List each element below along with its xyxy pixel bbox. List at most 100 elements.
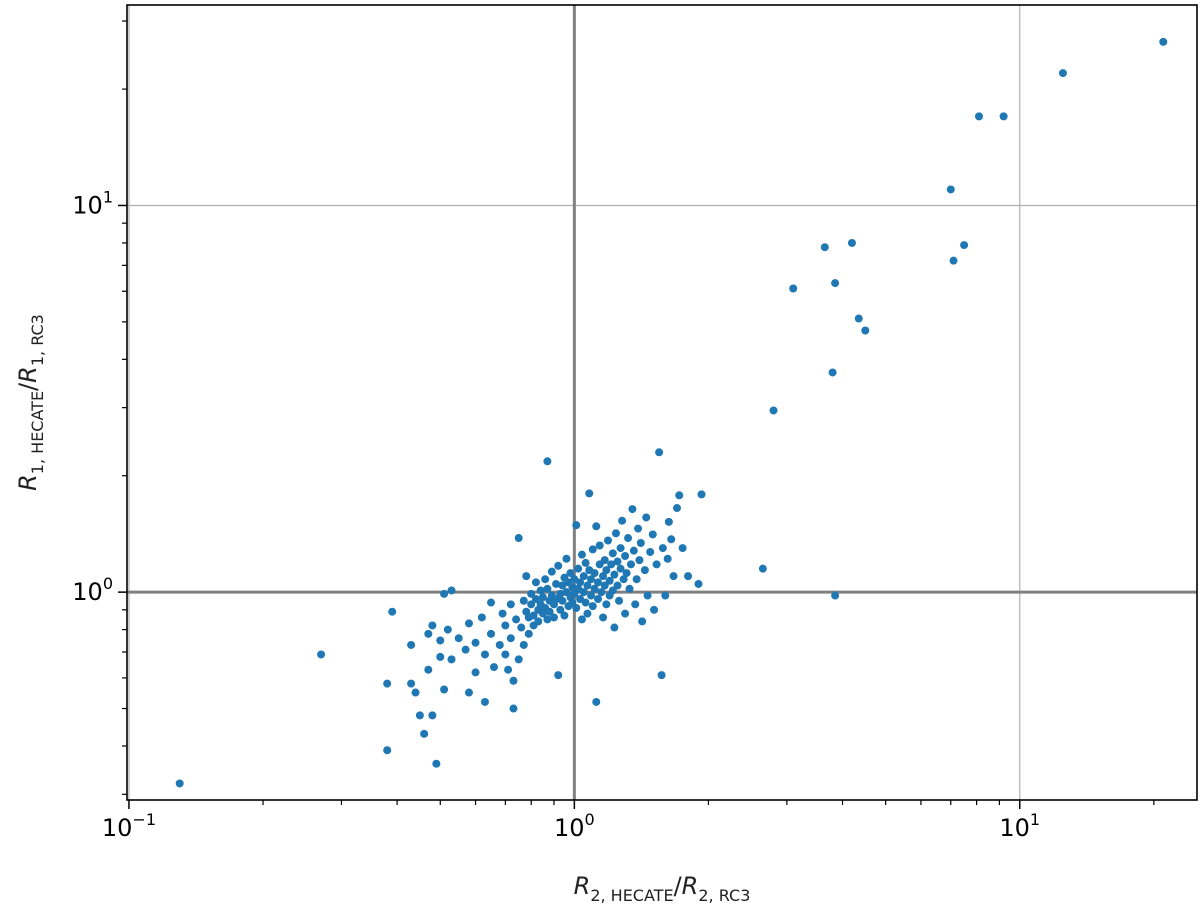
data-point: [652, 560, 661, 569]
data-point: [447, 655, 456, 664]
data-point: [517, 623, 526, 632]
data-point: [613, 581, 622, 590]
data-point: [501, 621, 510, 630]
data-point: [440, 685, 449, 694]
data-point: [543, 615, 552, 624]
data-point: [643, 591, 652, 600]
data-point: [415, 711, 424, 720]
data-point: [566, 569, 575, 578]
data-point: [471, 638, 480, 647]
data-point: [579, 588, 588, 597]
data-point: [543, 457, 552, 466]
data-point: [560, 611, 569, 620]
data-point: [602, 566, 611, 575]
data-point: [420, 729, 429, 738]
data-point: [592, 522, 601, 531]
data-point: [999, 112, 1008, 121]
data-point: [487, 598, 496, 607]
data-point: [440, 589, 449, 598]
data-point: [648, 530, 657, 539]
data-point: [588, 602, 597, 611]
data-point: [554, 671, 563, 680]
data-point: [506, 600, 515, 609]
data-point: [501, 650, 510, 659]
reference-lines: [127, 5, 1197, 800]
data-point: [562, 554, 571, 563]
data-point: [587, 575, 596, 584]
data-point: [631, 600, 640, 609]
data-point: [597, 588, 606, 597]
data-point: [619, 575, 628, 584]
data-point: [574, 564, 583, 573]
data-point: [684, 572, 693, 581]
data-points: [175, 37, 1168, 788]
data-point: [675, 491, 684, 500]
data-point: [554, 561, 563, 570]
data-point: [592, 697, 601, 706]
data-point: [519, 596, 528, 605]
data-point: [522, 572, 531, 581]
data-point: [624, 534, 633, 543]
data-point: [667, 535, 676, 544]
data-point: [628, 505, 637, 514]
data-point: [383, 679, 392, 688]
data-point: [581, 558, 590, 567]
data-point: [625, 584, 634, 593]
data-point: [498, 609, 507, 618]
data-point: [1058, 69, 1067, 78]
data-point: [464, 619, 473, 628]
data-point: [600, 581, 609, 590]
data-point: [669, 572, 678, 581]
data-point: [960, 241, 969, 250]
data-point: [621, 609, 630, 618]
data-point: [504, 665, 513, 674]
x-tick-label: 10−1: [102, 810, 156, 842]
data-point: [672, 504, 681, 513]
data-point: [629, 546, 638, 555]
data-point: [407, 640, 416, 649]
data-point: [615, 596, 624, 605]
data-point: [831, 279, 840, 288]
data-point: [946, 185, 955, 194]
y-tick-label: 100: [72, 574, 113, 606]
data-point: [581, 598, 590, 607]
data-point: [317, 650, 326, 659]
data-point: [657, 671, 666, 680]
data-point: [477, 613, 486, 622]
data-point: [514, 655, 523, 664]
data-point: [480, 697, 489, 706]
data-point: [611, 529, 620, 538]
data-point: [1159, 37, 1168, 46]
data-point: [593, 594, 602, 603]
data-point: [432, 759, 441, 768]
data-point: [549, 613, 558, 622]
data-point: [632, 575, 641, 584]
data-point: [588, 545, 597, 554]
data-point: [552, 579, 561, 588]
data-point: [531, 594, 540, 603]
data-point: [635, 556, 644, 565]
data-point: [616, 564, 625, 573]
axis-tick-labels: 10−1 100 101 100 101: [72, 187, 1040, 842]
data-point: [428, 711, 437, 720]
data-point: [655, 448, 664, 457]
data-point: [602, 600, 611, 609]
data-point: [547, 567, 556, 576]
data-point: [428, 621, 437, 630]
data-point: [640, 566, 649, 575]
data-point: [590, 569, 599, 578]
data-point: [383, 746, 392, 755]
data-point: [599, 572, 608, 581]
data-point: [558, 596, 567, 605]
data-point: [424, 629, 433, 638]
data-point: [514, 534, 523, 543]
data-point: [436, 636, 445, 645]
data-point: [678, 544, 687, 553]
data-point: [626, 560, 635, 569]
data-point: [411, 688, 420, 697]
data-point: [175, 779, 184, 788]
data-point: [636, 538, 645, 547]
data-point: [861, 326, 870, 335]
data-point: [447, 586, 456, 595]
